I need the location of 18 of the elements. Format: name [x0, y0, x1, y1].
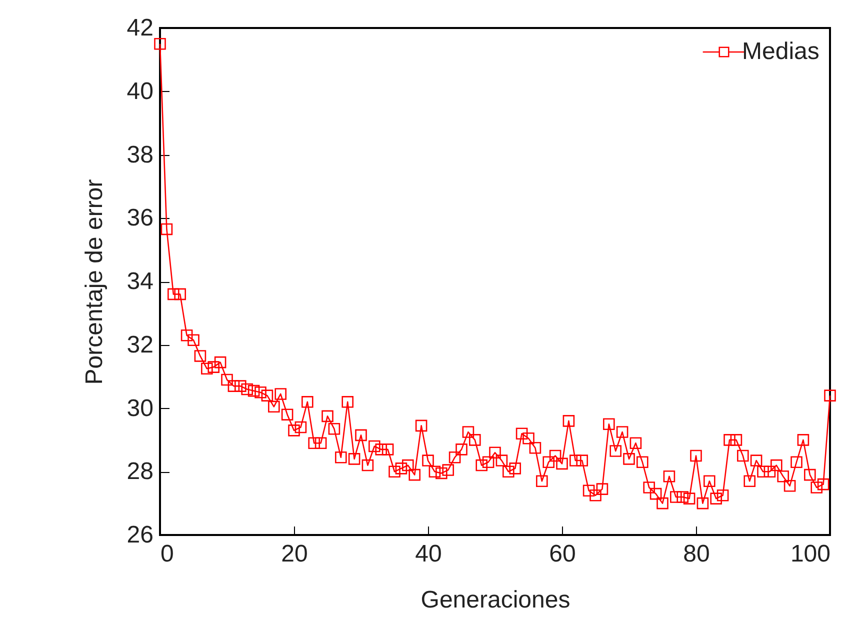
- legend-label: Medias: [742, 38, 820, 65]
- x-axis-title: Generaciones: [420, 586, 570, 614]
- y-tick-label: 38: [126, 141, 154, 168]
- y-tick-label: 28: [126, 458, 154, 486]
- y-tick-label: 30: [126, 394, 154, 422]
- x-tick-label: 80: [683, 540, 710, 568]
- y-tick-label: 26: [126, 522, 154, 548]
- x-tick-label: 20: [281, 540, 308, 568]
- y-tick-label: 40: [126, 78, 154, 105]
- y-tick-label: 42: [126, 14, 154, 42]
- y-tick-label: 36: [126, 204, 154, 232]
- y-tick-label: 34: [126, 268, 154, 295]
- x-tick-label: 40: [415, 540, 442, 568]
- y-axis-title: Porcentaje de error: [80, 179, 108, 385]
- y-tick-label: 32: [126, 331, 154, 358]
- x-tick-label: 60: [549, 540, 576, 568]
- x-tick-label: 0: [160, 540, 174, 568]
- x-tick-label: 100: [790, 540, 830, 568]
